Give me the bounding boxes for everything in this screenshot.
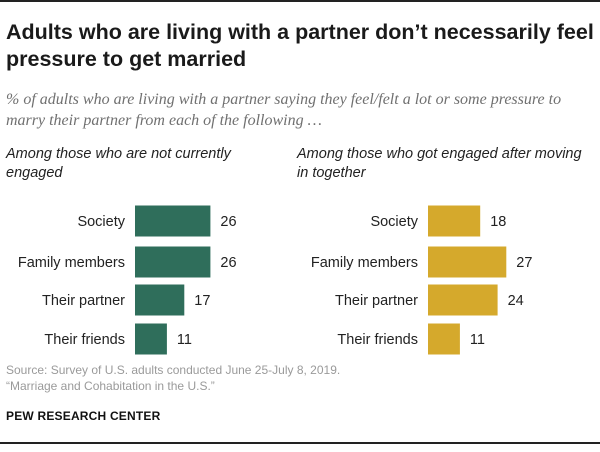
bar-their-partner — [428, 284, 498, 316]
top-rule — [0, 0, 600, 2]
bar-family-members — [135, 246, 211, 278]
panel-engaged-after: Society 18 Family members 27 Their partner 24… — [311, 205, 532, 355]
value-label-society: 26 — [220, 214, 236, 230]
value-label-family-members: 27 — [516, 255, 532, 271]
category-label-their-friends: Their friends — [337, 332, 418, 348]
category-label-family-members: Family members — [18, 255, 125, 271]
panel-not-engaged: Society 26 Family members 26 Their partner 17… — [18, 205, 237, 355]
value-label-their-partner: 24 — [508, 293, 524, 309]
category-label-society: Society — [77, 214, 125, 230]
source-line-2: “Marriage and Cohabitation in the U.S.” — [6, 379, 215, 393]
category-label-their-partner: Their partner — [335, 293, 418, 309]
category-label-society: Society — [370, 214, 418, 230]
value-label-family-members: 26 — [220, 255, 236, 271]
value-label-society: 18 — [490, 214, 506, 230]
panel-title-engaged-after: Among those who got engaged after moving… — [297, 146, 582, 181]
category-label-their-friends: Their friends — [44, 332, 125, 348]
value-label-their-partner: 17 — [194, 293, 210, 309]
category-label-family-members: Family members — [311, 255, 418, 271]
value-label-their-friends: 11 — [177, 332, 192, 348]
bottom-rule — [0, 442, 600, 444]
category-label-their-partner: Their partner — [42, 293, 125, 309]
source-note: Source: Survey of U.S. adults conducted … — [6, 362, 340, 394]
source-line-1: Source: Survey of U.S. adults conducted … — [6, 363, 341, 377]
bar-family-members — [428, 246, 507, 278]
bar-their-partner — [135, 284, 185, 316]
chart-title: Adults who are living with a partner don… — [6, 20, 594, 71]
bar-society — [135, 205, 211, 237]
panel-title-not-engaged: Among those who are not currently engage… — [6, 146, 231, 181]
brand-logo-text: PEW RESEARCH CENTER — [6, 409, 161, 423]
bar-their-friends — [135, 323, 167, 355]
chart-subtitle: % of adults who are living with a partne… — [6, 91, 562, 129]
bar-their-friends — [428, 323, 460, 355]
bar-society — [428, 205, 481, 237]
value-label-their-friends: 11 — [470, 332, 485, 348]
